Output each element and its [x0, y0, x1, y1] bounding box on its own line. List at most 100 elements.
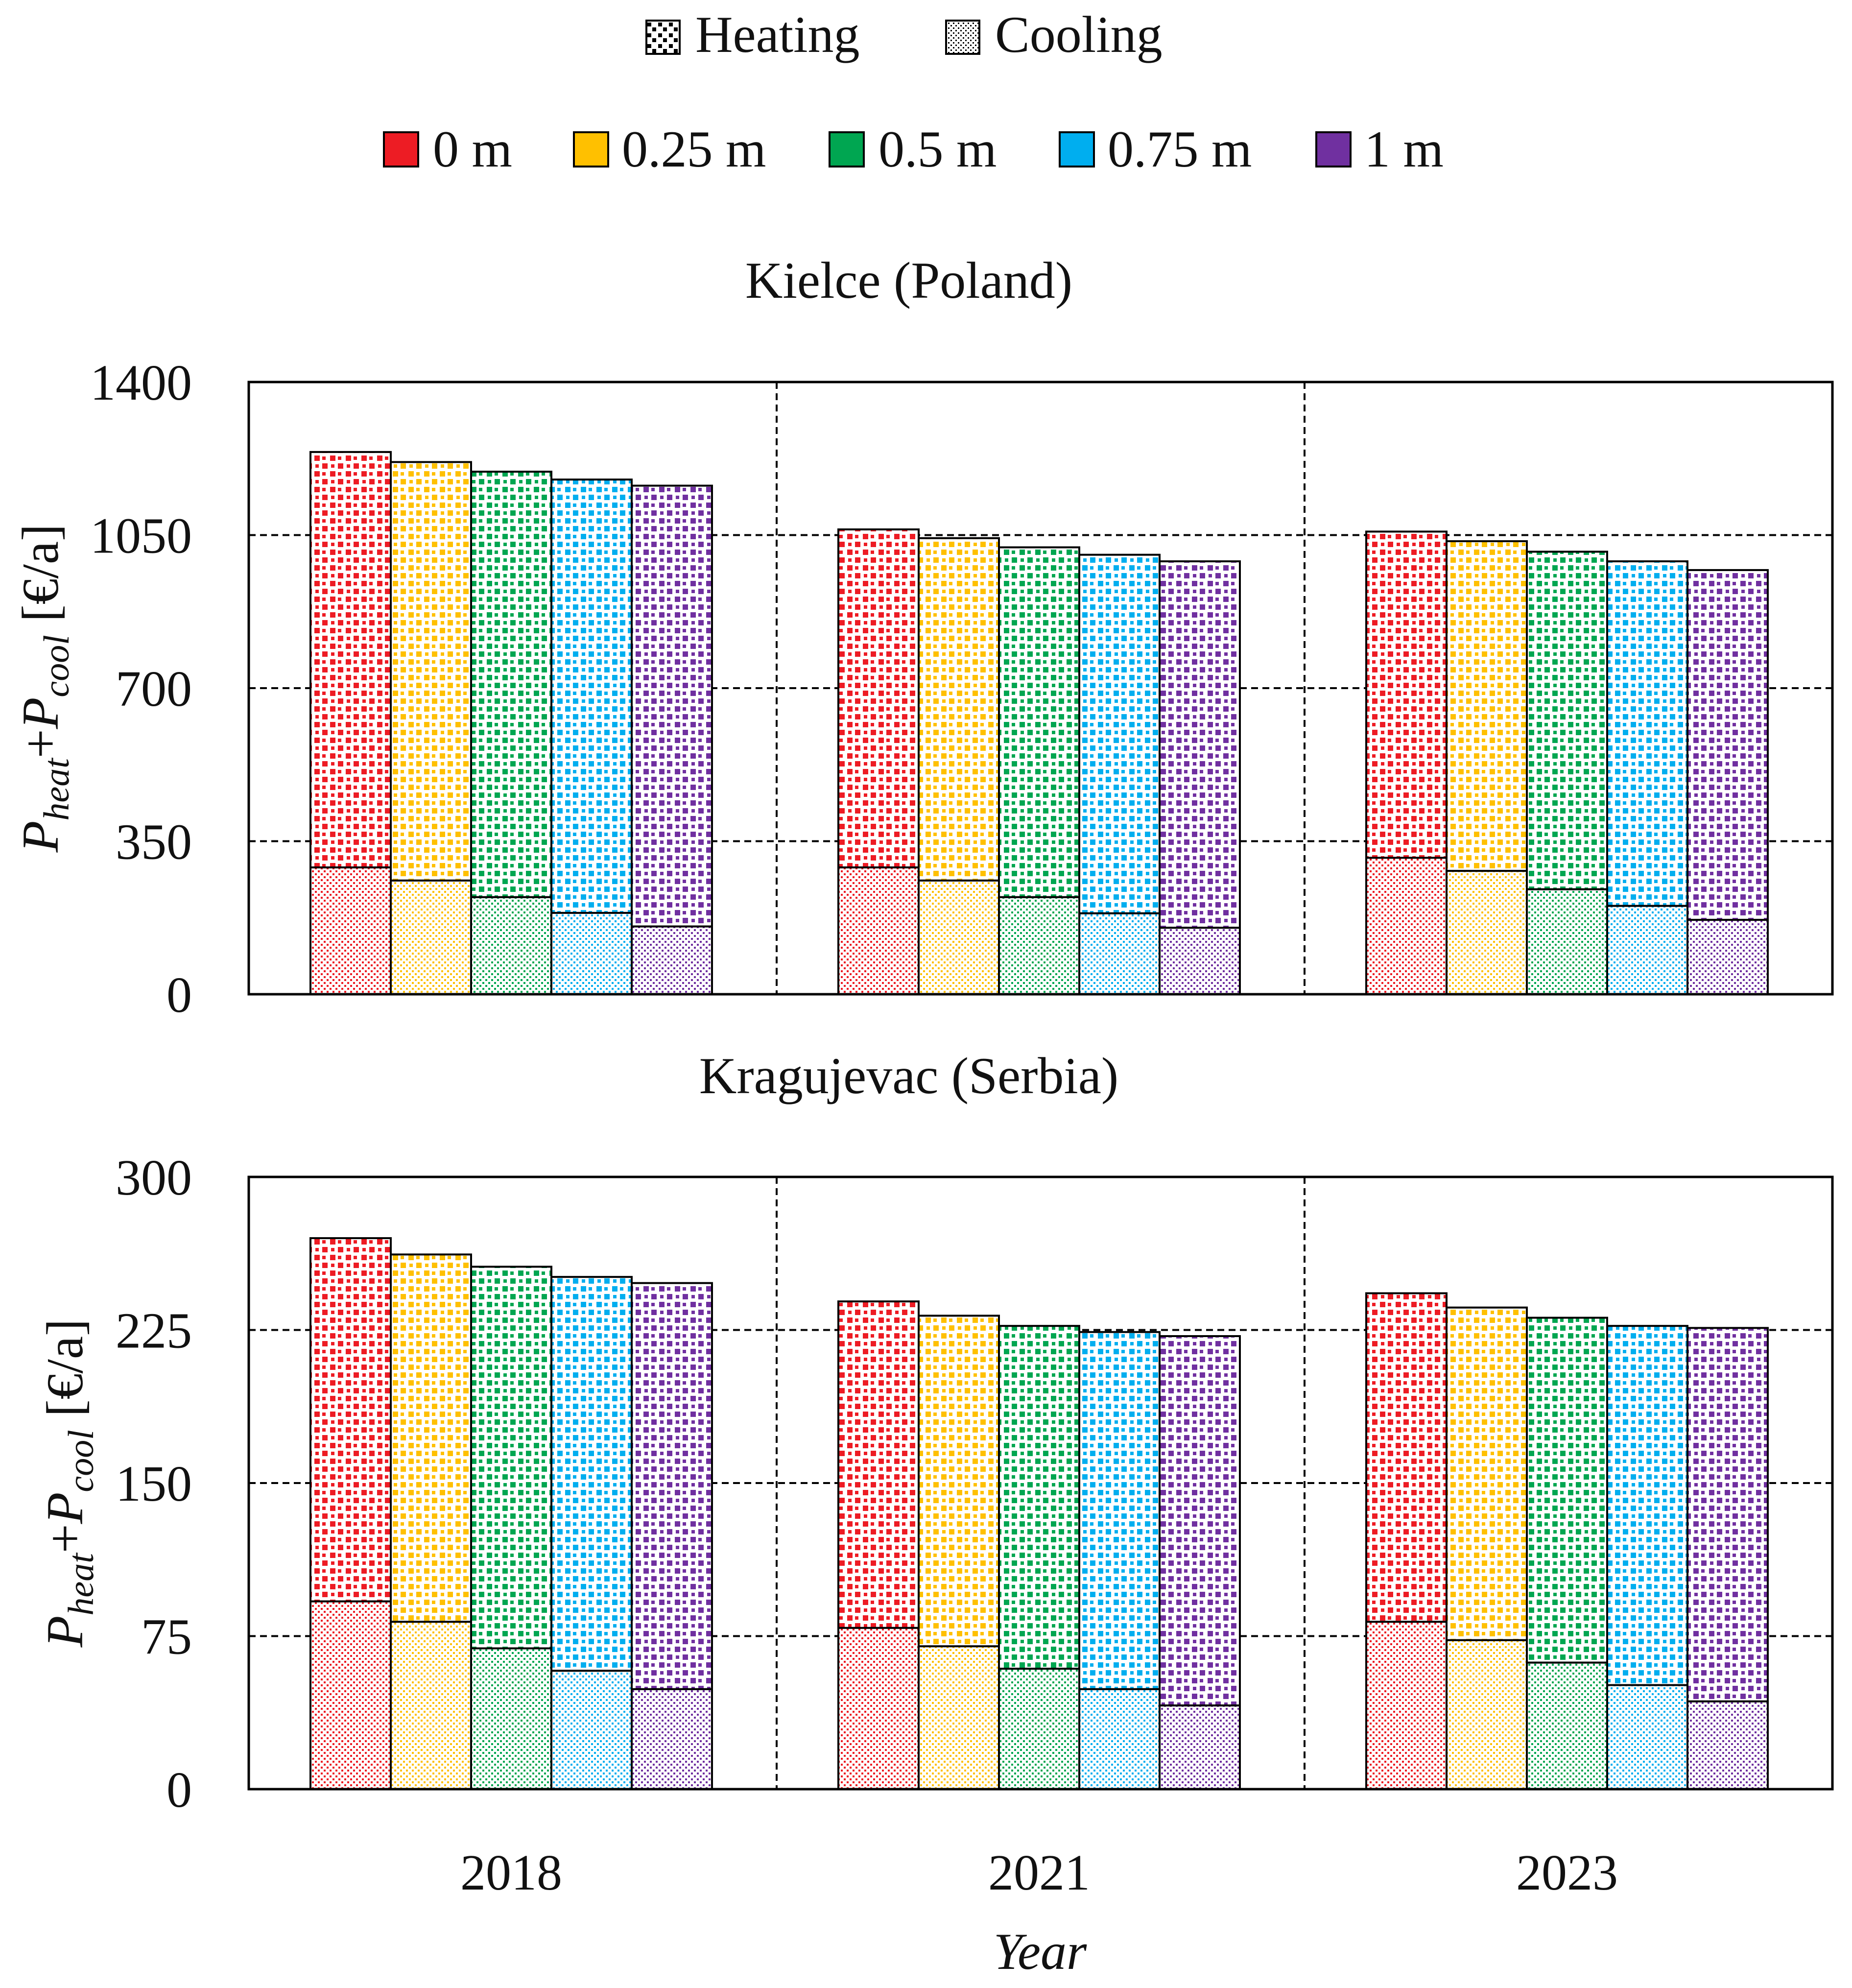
bar-cooling	[631, 925, 713, 996]
bar-cooling	[1606, 905, 1688, 995]
bar-heating	[1159, 560, 1241, 929]
legend-item-cooling: Cooling	[945, 6, 1163, 63]
bar-cooling	[837, 1627, 920, 1790]
bar-heating	[1365, 530, 1448, 859]
x-axis-label: Year	[994, 1923, 1087, 1980]
y-tick-label: 0	[166, 967, 192, 1023]
legend-label-075m: 0.75 m	[1108, 120, 1252, 178]
bar-heating	[390, 1253, 472, 1623]
ylabel-plus: +	[12, 729, 69, 758]
y-tick-label: 150	[116, 1456, 192, 1512]
legend-swatch-025m	[573, 131, 609, 168]
chart-panel-kielce: Kielce (Poland) 0 350 700 1050 1400	[90, 252, 1834, 1023]
bar-cooling	[470, 1647, 552, 1790]
heating-pattern-icon	[645, 20, 681, 55]
bar-heating	[631, 1282, 713, 1690]
cooling-pattern-icon	[945, 20, 980, 55]
y-tick-label: 75	[141, 1609, 192, 1665]
ylabel-p1: P	[12, 821, 69, 853]
legend-item-0m: 0 m	[383, 120, 512, 178]
bar-heating	[918, 537, 1000, 882]
ylabel-p2: P	[12, 697, 69, 730]
legend-label-heating: Heating	[695, 6, 860, 63]
bar-heating	[470, 1266, 552, 1650]
ylabel-sub1: heat	[37, 757, 77, 821]
bar-heating	[309, 1237, 392, 1603]
bar-cooling	[1686, 919, 1769, 995]
bar-heating	[1365, 1292, 1448, 1623]
chart-panel-kragujevac: Kragujevac (Serbia) 0 75 150 225 300	[116, 1047, 1834, 1818]
bar-cooling	[550, 1670, 633, 1790]
bar-cooling	[918, 1645, 1000, 1790]
bar-cooling	[1446, 870, 1528, 995]
bar-cooling	[998, 1668, 1080, 1791]
bar-heating	[1078, 553, 1161, 914]
bar-heating	[1686, 1327, 1769, 1702]
legend-label-1m: 1 m	[1364, 120, 1444, 178]
ylabel-plus: +	[36, 1524, 94, 1553]
chart-title-kragujevac: Kragujevac (Serbia)	[699, 1047, 1118, 1104]
bar-heating	[1606, 560, 1688, 907]
y-tick-label: 350	[116, 814, 192, 870]
bar-cooling	[309, 1600, 392, 1791]
x-tick-label: 2018	[460, 1844, 562, 1901]
legend-types: Heating Cooling	[645, 6, 1163, 63]
ylabel-sub2: cool	[61, 1430, 101, 1492]
x-tick-label: 2021	[988, 1844, 1090, 1901]
bar-cooling	[390, 1621, 472, 1790]
legend-label-0m: 0 m	[433, 120, 512, 178]
bar-cooling	[1078, 912, 1161, 995]
bar-heating	[631, 484, 713, 928]
legend-swatch-0m	[383, 131, 419, 168]
x-category-labels: 2018 2021 2023	[460, 1844, 1618, 1901]
bar-heating	[998, 546, 1080, 898]
ylabel-sub1: heat	[61, 1552, 101, 1616]
bar-cooling	[1159, 1704, 1241, 1791]
y-tick-label: 1400	[90, 355, 192, 411]
bar-heating	[1446, 540, 1528, 872]
bar-cooling	[470, 896, 552, 996]
bar-heating	[1686, 569, 1769, 921]
bar-heating	[1078, 1331, 1161, 1690]
bar-heating	[550, 1276, 633, 1672]
bar-heating	[1159, 1335, 1241, 1707]
bar-cooling	[309, 866, 392, 995]
legend-item-1m: 1 m	[1315, 120, 1444, 178]
bar-cooling	[631, 1688, 713, 1790]
y-tick-label: 300	[116, 1150, 192, 1206]
ylabel-p1: P	[36, 1616, 94, 1648]
bar-heating	[550, 479, 633, 914]
bar-heating	[309, 451, 392, 869]
bar-cooling	[390, 879, 472, 996]
bar-heating	[1606, 1325, 1688, 1686]
legend-label-05m: 0.5 m	[879, 120, 997, 178]
bar-cooling	[1159, 927, 1241, 996]
bar-cooling	[550, 911, 633, 996]
legend-item-heating: Heating	[645, 6, 860, 63]
bar-heating	[918, 1315, 1000, 1648]
bar-cooling	[1526, 1661, 1608, 1791]
ylabel-unit: [€/a]	[36, 1319, 94, 1430]
legend-item-025m: 0.25 m	[573, 120, 766, 178]
legend-swatch-05m	[829, 131, 865, 168]
legend-swatch-1m	[1315, 131, 1352, 168]
bar-heating	[1526, 1317, 1608, 1664]
bar-heating	[390, 461, 472, 882]
y-tick-label: 700	[116, 661, 192, 717]
x-tick-label: 2023	[1516, 1844, 1618, 1901]
legend-item-075m: 0.75 m	[1059, 120, 1252, 178]
bar-cooling	[1078, 1688, 1161, 1790]
y-tick-label: 0	[166, 1762, 192, 1818]
bar-heating	[1526, 551, 1608, 890]
bar-cooling	[1606, 1684, 1688, 1790]
y-tick-label: 225	[116, 1303, 192, 1359]
bar-cooling	[837, 866, 920, 995]
bar-heating	[837, 528, 920, 869]
ylabel-p2: P	[36, 1492, 94, 1525]
ylabel-sub2: cool	[37, 635, 77, 697]
bar-heating	[1446, 1306, 1528, 1641]
legend-depths: 0 m 0.25 m 0.5 m 0.75 m 1 m	[383, 120, 1444, 178]
bar-cooling	[1446, 1639, 1528, 1790]
bar-heating	[470, 471, 552, 898]
plot-frame-kragujevac	[247, 1175, 1834, 1791]
